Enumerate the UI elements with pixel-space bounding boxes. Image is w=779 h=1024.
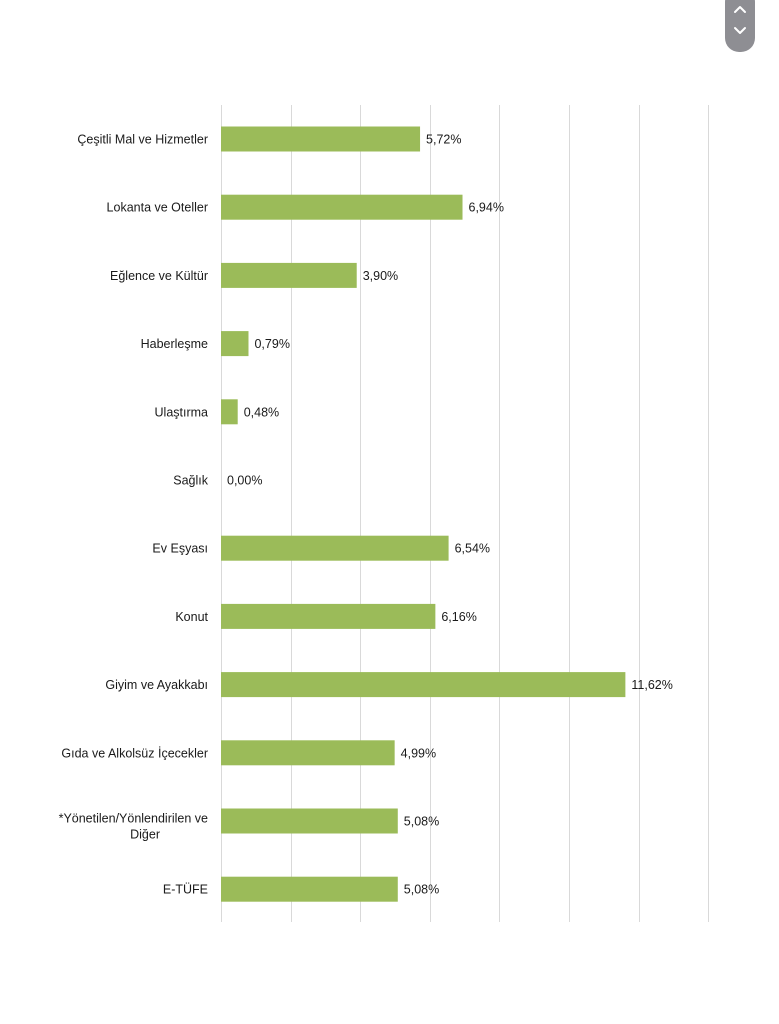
gridlines bbox=[221, 105, 709, 922]
data-label: 6,16% bbox=[441, 610, 476, 624]
bar bbox=[221, 740, 395, 766]
bar bbox=[221, 603, 436, 629]
chevron-up-icon[interactable] bbox=[725, 0, 755, 20]
data-label: 0,48% bbox=[244, 405, 279, 419]
category-label: Eğlence ve Kültür bbox=[110, 269, 208, 283]
bar bbox=[221, 399, 238, 425]
data-label: 3,90% bbox=[363, 269, 398, 283]
bar bbox=[221, 876, 398, 902]
category-labels: Çeşitli Mal ve Hizmetler Lokanta ve Otell… bbox=[59, 133, 209, 897]
category-label: Gıda ve Alkolsüz İçecekler bbox=[61, 746, 208, 760]
scroll-navigation-widget[interactable] bbox=[725, 0, 755, 52]
chevron-down-icon[interactable] bbox=[725, 20, 755, 42]
bar bbox=[221, 331, 249, 357]
category-label: Haberleşme bbox=[141, 337, 208, 351]
data-label: 6,54% bbox=[455, 542, 490, 556]
category-label: *Yönetilen/Yönlendirilen ve Diğer bbox=[59, 812, 208, 842]
category-label: Giyim ve Ayakkabı bbox=[105, 678, 208, 692]
bar bbox=[221, 262, 357, 288]
bars bbox=[221, 126, 626, 902]
data-label: 5,72% bbox=[426, 133, 461, 147]
category-label: Çeşitli Mal ve Hizmetler bbox=[77, 133, 208, 147]
bar bbox=[221, 535, 449, 561]
bar bbox=[221, 126, 421, 152]
bar bbox=[221, 194, 463, 220]
data-label: 4,99% bbox=[401, 746, 436, 760]
data-label: 5,08% bbox=[404, 883, 439, 897]
value-labels: 5,72% 6,94% 3,90% 0,79% 0,48% 0,00% 6,54% 6,16%… bbox=[227, 133, 673, 897]
bar bbox=[221, 808, 398, 834]
category-label: Ulaştırma bbox=[155, 405, 209, 419]
category-label: Konut bbox=[175, 610, 208, 624]
data-label: 0,00% bbox=[227, 474, 262, 488]
data-label: 0,79% bbox=[254, 337, 289, 351]
bar bbox=[221, 672, 626, 698]
category-label: Lokanta ve Oteller bbox=[107, 201, 208, 215]
data-label: 5,08% bbox=[404, 815, 439, 829]
data-label: 6,94% bbox=[469, 201, 504, 215]
category-label: Ev Eşyası bbox=[152, 542, 208, 556]
category-label: Sağlık bbox=[173, 474, 208, 488]
category-label: E-TÜFE bbox=[163, 883, 208, 897]
data-label: 11,62% bbox=[631, 678, 672, 692]
